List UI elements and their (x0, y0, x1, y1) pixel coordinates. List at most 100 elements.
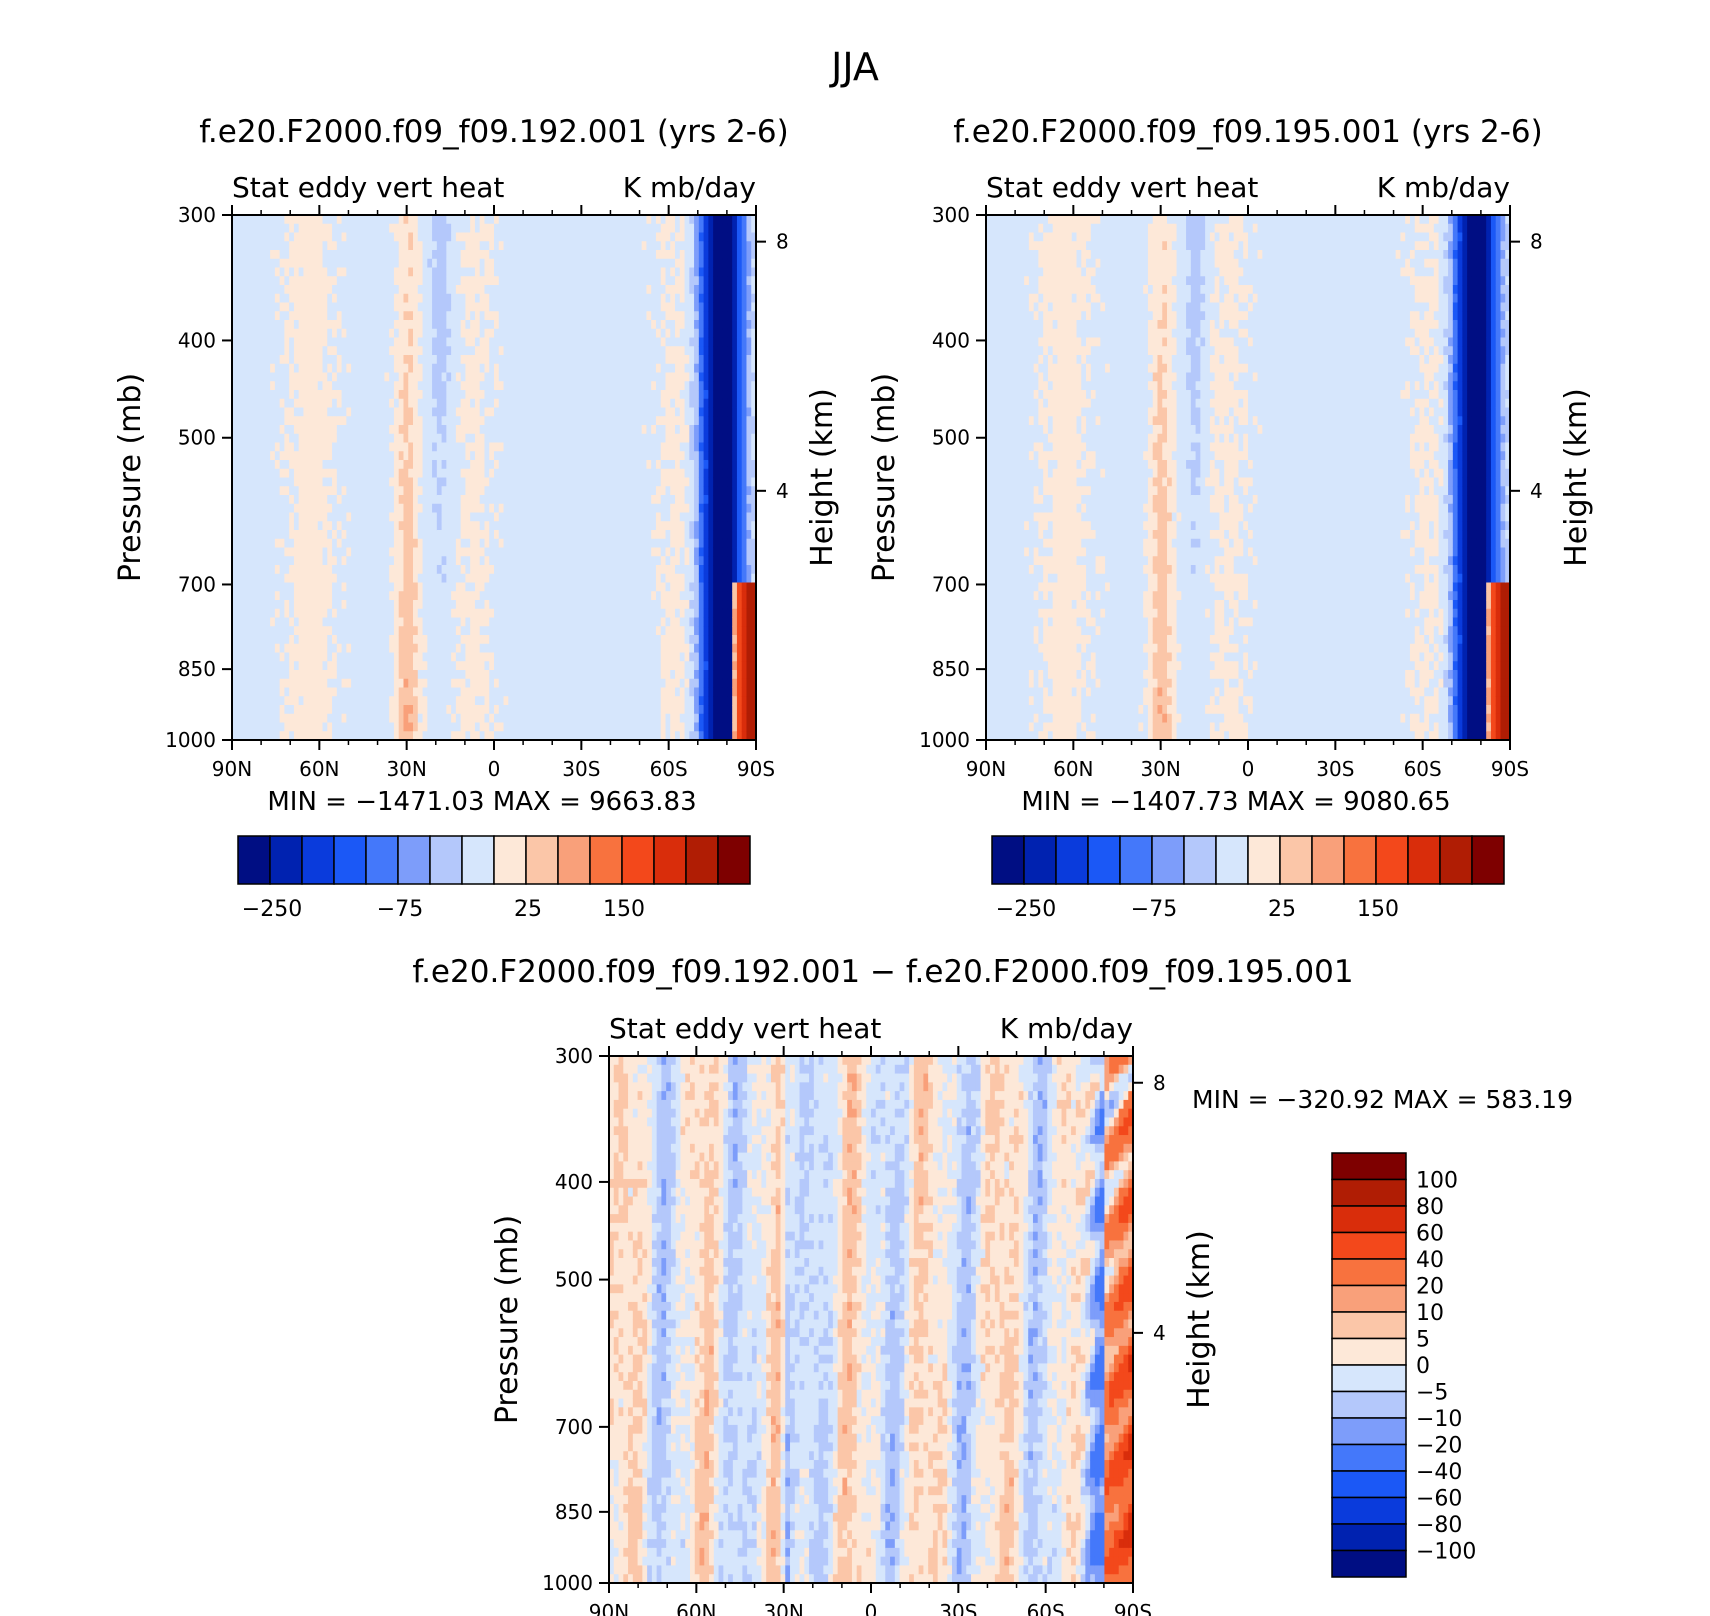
heatmap-cell (242, 688, 247, 697)
heatmap-cell (242, 530, 247, 539)
heatmap-cell (389, 478, 394, 487)
heatmap-cell (513, 416, 518, 425)
heatmap-cell (332, 679, 337, 688)
heatmap-cell (261, 548, 266, 557)
heatmap-cell (508, 530, 513, 539)
heatmap-cell (618, 451, 623, 460)
heatmap-cell (546, 346, 551, 355)
heatmap-cell (308, 268, 313, 277)
heatmap-cell (270, 539, 275, 548)
heatmap-cell (580, 460, 585, 469)
heatmap-cell (432, 618, 437, 627)
heatmap-cell (280, 478, 285, 487)
heatmap-cell (551, 723, 556, 732)
heatmap-cell (432, 460, 437, 469)
heatmap-cell (627, 338, 632, 347)
heatmap-cell (332, 364, 337, 373)
heatmap-cell (323, 661, 328, 670)
heatmap-cell (537, 670, 542, 679)
heatmap-cell (446, 451, 451, 460)
heatmap-cell (246, 425, 251, 434)
heatmap-cell (499, 574, 504, 583)
heatmap-cell (561, 268, 566, 277)
heatmap-cell (575, 276, 580, 285)
heatmap-cell (323, 556, 328, 565)
heatmap-cell (337, 408, 342, 417)
heatmap-cell (389, 609, 394, 618)
heatmap-cell (489, 311, 494, 320)
heatmap-cell (270, 618, 275, 627)
heatmap-cell (546, 565, 551, 574)
heatmap-cell (475, 626, 480, 635)
heatmap-cell (461, 259, 466, 268)
heatmap-cell (537, 355, 542, 364)
heatmap-cell (265, 285, 270, 294)
heatmap-cell (594, 495, 599, 504)
heatmap-cell (332, 609, 337, 618)
heatmap-cell (456, 688, 461, 697)
heatmap-cell (437, 530, 442, 539)
heatmap-cell (489, 521, 494, 530)
heatmap-cell (542, 723, 547, 732)
heatmap-cell (575, 434, 580, 443)
heatmap-cell (594, 486, 599, 495)
heatmap-cell (585, 303, 590, 312)
heatmap-cell (465, 373, 470, 382)
heatmap-cell (585, 241, 590, 250)
heatmap-cell (418, 583, 423, 592)
heatmap-cell (461, 495, 466, 504)
heatmap-cell (361, 486, 366, 495)
heatmap-cell (546, 469, 551, 478)
heatmap-cell (265, 565, 270, 574)
heatmap-cell (480, 583, 485, 592)
heatmap-cell (599, 635, 604, 644)
heatmap-cell (532, 373, 537, 382)
heatmap-cell (351, 451, 356, 460)
heatmap-cell (623, 486, 628, 495)
heatmap-cell (570, 626, 575, 635)
heatmap-cell (384, 285, 389, 294)
heatmap-cell (442, 504, 447, 513)
heatmap-cell (599, 320, 604, 329)
heatmap-cell (251, 495, 256, 504)
heatmap-cell (361, 451, 366, 460)
heatmap-cell (384, 443, 389, 452)
heatmap-cell (342, 618, 347, 627)
heatmap-cell (542, 250, 547, 259)
heatmap-cell (527, 591, 532, 600)
heatmap-cell (599, 486, 604, 495)
heatmap-cell (313, 294, 318, 303)
heatmap-cell (384, 521, 389, 530)
heatmap-cell (313, 600, 318, 609)
heatmap-cell (537, 696, 542, 705)
heatmap-cell (275, 565, 280, 574)
heatmap-cell (337, 355, 342, 364)
heatmap-cell (413, 425, 418, 434)
heatmap-cell (546, 338, 551, 347)
heatmap-cell (585, 276, 590, 285)
heatmap-cell (351, 320, 356, 329)
heatmap-cell (475, 618, 480, 627)
heatmap-cell (318, 320, 323, 329)
heatmap-cell (437, 276, 442, 285)
heatmap-cell (537, 504, 542, 513)
heatmap-cell (489, 539, 494, 548)
heatmap-cell (442, 390, 447, 399)
heatmap-cell (613, 661, 618, 670)
heatmap-cell (623, 635, 628, 644)
heatmap-cell (308, 425, 313, 434)
heatmap-cell (327, 688, 332, 697)
heatmap-cell (556, 460, 561, 469)
heatmap-cell (332, 591, 337, 600)
heatmap-cell (303, 504, 308, 513)
heatmap-cell (299, 215, 304, 224)
heatmap-cell (327, 609, 332, 618)
heatmap-cell (585, 609, 590, 618)
heatmap-cell (265, 696, 270, 705)
heatmap-cell (570, 215, 575, 224)
heatmap-cell (461, 425, 466, 434)
heatmap-cell (275, 688, 280, 697)
heatmap-cell (542, 434, 547, 443)
heatmap-cell (484, 626, 489, 635)
heatmap-cell (446, 320, 451, 329)
